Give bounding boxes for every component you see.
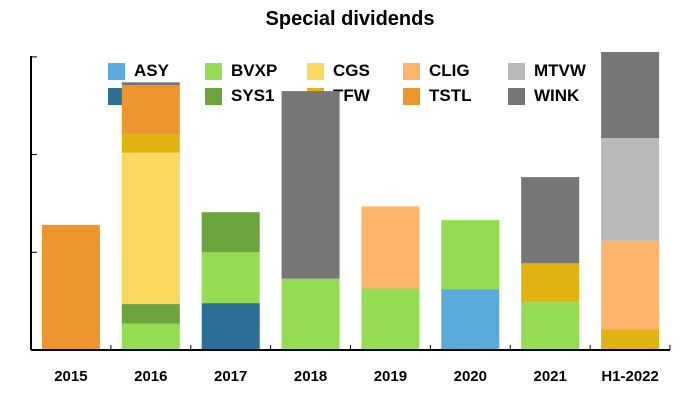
legend-item-sys1: SYS1 [205,86,275,105]
bar-asy-2020 [441,289,500,350]
bar-wink-2018 [281,91,340,279]
bar-bvxp-2020 [441,220,500,290]
legend-label: SYS1 [231,86,275,105]
legend-label: WINK [534,86,580,105]
legend-item-tstl: TSTL [403,86,472,105]
bar-tfw-h1-2022 [601,329,660,350]
legend-swatch [403,62,420,80]
bar-bvxp-2017 [201,252,260,304]
bar-bvxp-2021 [521,302,580,350]
legend-label: BVXP [231,61,278,80]
legend-swatch [508,62,525,80]
bar-clig-h1-2022 [601,240,660,330]
bar-bvxp-2018 [281,278,340,350]
bar-wink-2016 [121,82,180,86]
x-tick-label: 2020 [454,368,487,385]
bar-rec-2017 [201,303,260,350]
bar-tstl-2015 [41,224,100,350]
legend-item-mtvw: MTVW [508,61,586,80]
legend-swatch [205,62,222,80]
bar-tstl-2016 [121,85,180,135]
legend-swatch [108,87,125,105]
bar-bvxp-2016 [121,323,180,350]
x-tick-label: 2017 [214,368,247,385]
bar-bvxp-2019 [361,288,420,350]
legend-label: CGS [333,61,370,80]
legend-item-wink: WINK [508,86,580,105]
bar-cgs-2016 [121,152,180,304]
x-tick-label: 2019 [374,368,407,385]
chart-title: Special dividends [265,8,435,30]
legend-item-bvxp: BVXP [205,61,278,80]
bar-clig-2019 [361,206,420,289]
legend-label: MTVW [534,61,586,80]
x-tick-label: H1-2022 [601,368,659,385]
legend-item-asy: ASY [108,61,169,80]
bar-tfw-2016 [121,134,180,153]
bar-mtvw-h1-2022 [601,138,660,241]
legend-swatch [205,87,222,105]
x-tick-label: 2021 [534,368,567,385]
x-tick-label: 2018 [294,368,327,385]
legend-swatch [403,87,420,105]
x-tick-label: 2015 [54,368,87,385]
bar-wink-h1-2022 [601,52,660,138]
bar-tfw-2021 [521,263,580,303]
legend-item-cgs: CGS [307,61,370,80]
legend-label: TSTL [429,86,472,105]
x-tick-label: 2016 [134,368,167,385]
legend-swatch [108,62,125,80]
legend-swatch [307,62,324,80]
legend-swatch [508,87,525,105]
bar-wink-2021 [521,177,580,264]
legend-label: CLIG [429,61,470,80]
legend-label: ASY [134,61,169,80]
bar-sys1-2017 [201,212,260,253]
legend-label: TFW [333,86,370,105]
bar-sys1-2016 [121,304,180,324]
legend-item-clig: CLIG [403,61,470,80]
